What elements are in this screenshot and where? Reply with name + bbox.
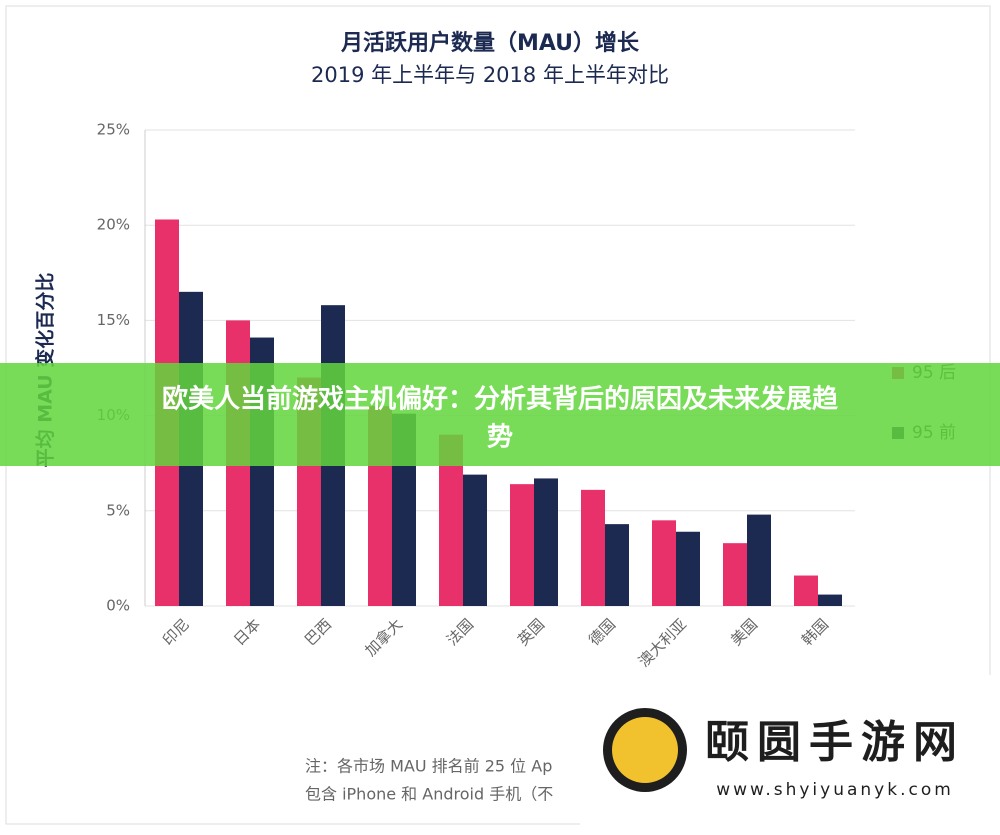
y-tick-label: 0% [106,597,130,615]
bar [463,474,487,606]
banner [0,363,1000,466]
bar [818,594,842,606]
y-tick-label: 15% [97,311,130,329]
bar [652,520,676,606]
logo-name: 颐圆手游网 [705,717,965,768]
bar [534,478,558,606]
bar [676,531,700,606]
logo-icon-inner [612,717,678,783]
banner-headline-1: 欧美人当前游戏主机偏好：分析其背后的原因及未来发展趋 [162,384,839,415]
banner-headline-2: 势 [487,423,513,453]
chart-subtitle: 2019 年上半年与 2018 年上半年对比 [311,63,669,87]
bar [581,489,605,606]
bar [605,524,629,606]
bar [510,484,534,606]
y-tick-label: 20% [97,216,130,234]
note: 注：各市场 MAU 排名前 25 位 Ap [305,757,552,776]
y-tick-label: 5% [106,501,130,519]
y-tick-label: 25% [97,121,130,139]
bar [794,575,818,606]
bar [747,514,771,606]
chart-title: 月活跃用户数量（MAU）增长 [340,30,640,56]
note: 包含 iPhone 和 Android 手机（不 [305,785,553,804]
bar [723,543,747,606]
logo-url: www.shyiyuanyk.com [716,780,954,800]
